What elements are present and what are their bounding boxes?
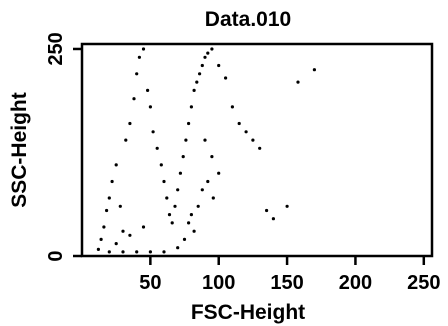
data-point xyxy=(285,204,289,208)
data-point xyxy=(181,155,185,159)
data-point xyxy=(230,105,234,109)
y-tick-label: 0 xyxy=(45,250,67,261)
data-point xyxy=(184,138,188,142)
data-point xyxy=(151,130,155,134)
plot-frame xyxy=(80,42,434,258)
data-point xyxy=(155,146,159,150)
data-point xyxy=(192,229,196,233)
data-point xyxy=(195,80,199,84)
y-axis-label: SSC-Height xyxy=(8,92,31,208)
x-tick-label: 100 xyxy=(202,272,235,294)
data-point xyxy=(206,179,210,184)
data-point xyxy=(114,242,118,246)
data-point xyxy=(114,163,118,167)
data-point xyxy=(146,88,150,92)
x-axis: 50 100 150 200 250 xyxy=(139,256,440,294)
data-point xyxy=(176,188,180,192)
x-tick-label: 250 xyxy=(407,272,440,294)
data-point xyxy=(206,51,210,55)
data-point xyxy=(118,204,122,208)
data-point xyxy=(200,63,204,68)
data-point xyxy=(189,213,193,217)
data-point xyxy=(189,105,193,109)
data-point xyxy=(312,68,316,72)
data-point xyxy=(196,204,200,208)
data-point xyxy=(141,225,146,229)
data-point xyxy=(107,250,111,254)
data-point xyxy=(165,196,169,200)
data-point xyxy=(159,163,163,167)
data-point xyxy=(128,233,132,237)
data-point xyxy=(148,105,152,109)
data-point xyxy=(178,171,182,175)
data-point xyxy=(105,208,109,213)
data-point xyxy=(99,237,103,241)
data-point xyxy=(162,179,166,184)
data-points-group xyxy=(96,47,316,254)
y-axis: 0 250 xyxy=(45,32,82,262)
data-point xyxy=(217,63,221,68)
data-point xyxy=(128,121,132,126)
data-point xyxy=(137,55,141,59)
data-point xyxy=(121,250,125,254)
data-point xyxy=(244,130,248,134)
chart-title: Data.010 xyxy=(205,8,291,31)
data-point xyxy=(107,196,111,200)
data-point xyxy=(258,146,262,150)
data-point xyxy=(148,250,152,254)
x-tick-label: 200 xyxy=(339,272,372,294)
data-point xyxy=(135,250,139,254)
data-point xyxy=(192,88,196,92)
data-point xyxy=(296,80,300,84)
data-point xyxy=(124,138,128,142)
data-point xyxy=(187,121,191,126)
data-point xyxy=(135,72,139,76)
x-axis-label: FSC-Height xyxy=(191,301,305,324)
x-tick-label: 50 xyxy=(139,272,161,294)
data-point xyxy=(203,138,207,142)
data-point xyxy=(110,179,114,184)
data-point xyxy=(217,171,221,175)
data-point xyxy=(173,204,177,208)
data-point xyxy=(211,196,215,200)
data-point xyxy=(271,217,275,221)
data-point xyxy=(251,138,255,142)
data-point xyxy=(210,155,214,159)
y-tick-label: 250 xyxy=(45,32,67,65)
data-point xyxy=(170,221,174,225)
data-point xyxy=(237,121,241,126)
data-point xyxy=(96,247,100,251)
data-point xyxy=(132,97,136,101)
data-point xyxy=(176,246,180,250)
data-point xyxy=(182,237,187,241)
data-point xyxy=(265,208,269,213)
data-point xyxy=(167,213,172,217)
data-point xyxy=(121,229,125,233)
data-point xyxy=(141,47,146,51)
data-point xyxy=(224,76,228,80)
data-point xyxy=(187,221,191,225)
data-point xyxy=(210,47,214,51)
data-point xyxy=(102,225,106,229)
data-point xyxy=(200,188,204,192)
data-point xyxy=(162,250,166,254)
x-tick-label: 150 xyxy=(270,272,303,294)
data-point xyxy=(198,72,202,76)
data-point xyxy=(203,55,207,59)
